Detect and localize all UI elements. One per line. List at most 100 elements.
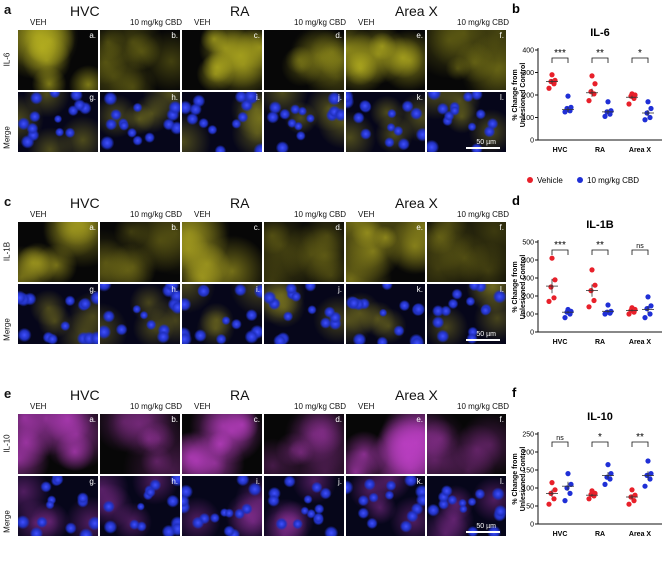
data-point bbox=[589, 73, 595, 79]
data-point bbox=[562, 315, 568, 321]
data-point bbox=[562, 498, 568, 504]
condition-label: 10 mg/kg CBD bbox=[130, 402, 183, 411]
data-point bbox=[588, 89, 594, 95]
micrograph-panel: l. 50 µm bbox=[427, 92, 506, 152]
condition-label: VEH bbox=[358, 210, 375, 219]
data-point bbox=[589, 488, 595, 494]
il6-chart: b IL-6 % Change fromUnlesioned Control 0 100… bbox=[512, 1, 662, 185]
micrograph-panel: c. bbox=[182, 222, 262, 282]
data-point bbox=[592, 282, 598, 288]
data-point bbox=[586, 496, 592, 502]
micrograph-panel: h. bbox=[100, 476, 180, 536]
data-point bbox=[586, 98, 592, 104]
panel-label: a bbox=[4, 2, 12, 17]
data-point bbox=[642, 483, 648, 489]
data-point bbox=[565, 93, 571, 99]
panel-letter: j. bbox=[338, 93, 342, 102]
condition-label: VEH bbox=[194, 210, 211, 219]
significance-label: *** bbox=[554, 48, 566, 59]
data-point bbox=[648, 303, 654, 309]
y-tick-label: 300 bbox=[522, 276, 534, 283]
micrograph-panel: a. bbox=[18, 222, 98, 282]
x-tick-label: Area X bbox=[629, 147, 652, 154]
data-point bbox=[642, 315, 648, 321]
micrograph-panel: k. bbox=[346, 476, 425, 536]
micrograph-panel: k. bbox=[346, 92, 425, 152]
y-axis-label: % Change fromUnlesioned Control bbox=[512, 63, 527, 128]
panel-label: c bbox=[4, 194, 12, 209]
scale-bar-label: 50 µm bbox=[476, 331, 496, 338]
y-axis-label: % Change fromUnlesioned Control bbox=[512, 255, 527, 320]
panel-label: d bbox=[512, 193, 520, 208]
panel-letter: c. bbox=[253, 415, 260, 424]
region-label: HVC bbox=[70, 387, 100, 403]
micrograph-panel: f. bbox=[427, 30, 506, 90]
panel-label: e bbox=[4, 386, 12, 401]
significance-bracket bbox=[631, 441, 649, 447]
micrograph-panel: j. bbox=[264, 92, 344, 152]
panel-letter: i. bbox=[256, 285, 260, 294]
condition-label: VEH bbox=[358, 18, 375, 27]
data-point bbox=[608, 471, 614, 477]
marker-row-label: IL-1B bbox=[2, 241, 12, 262]
panel-letter: b. bbox=[171, 31, 178, 40]
micrograph-panel: e. bbox=[346, 30, 425, 90]
panel-letter: a. bbox=[89, 223, 96, 232]
region-label: RA bbox=[230, 195, 250, 211]
data-point bbox=[645, 458, 651, 464]
micrograph-panel: h. bbox=[100, 284, 180, 344]
micrograph-panel: c. bbox=[182, 30, 262, 90]
panel-letter: b. bbox=[171, 415, 178, 424]
condition-label: 10 mg/kg CBD bbox=[130, 210, 183, 219]
micrograph-panel: h. bbox=[100, 92, 180, 152]
significance-bracket bbox=[631, 57, 649, 63]
panel-letter: j. bbox=[338, 477, 342, 486]
panel-letter: k. bbox=[416, 477, 423, 486]
micrograph-panel: e. bbox=[346, 222, 425, 282]
data-point bbox=[549, 255, 555, 261]
condition-label: VEH bbox=[30, 402, 47, 411]
condition-label: 10 mg/kg CBD bbox=[294, 402, 347, 411]
panel-letter: h. bbox=[171, 477, 178, 486]
micrograph-panel: d. bbox=[264, 30, 344, 90]
panel-letter: a. bbox=[89, 415, 96, 424]
merge-row-label: Merge bbox=[2, 510, 12, 533]
region-label: HVC bbox=[70, 195, 100, 211]
panel-letter: a. bbox=[89, 31, 96, 40]
data-point bbox=[626, 501, 632, 507]
legend-vehicle-label: Vehicle bbox=[537, 176, 563, 185]
condition-label: VEH bbox=[358, 402, 375, 411]
panel-letter: i. bbox=[256, 477, 260, 486]
significance-bracket bbox=[591, 57, 609, 63]
micrograph-panel: j. bbox=[264, 284, 344, 344]
data-point bbox=[648, 105, 654, 112]
data-point bbox=[647, 476, 653, 482]
panel-letter: g. bbox=[89, 477, 96, 486]
micrograph-panel: b. bbox=[100, 414, 180, 474]
data-point bbox=[632, 492, 638, 498]
panel-label: b bbox=[512, 1, 520, 16]
micrograph-panel: f. bbox=[427, 222, 506, 282]
significance-label: ** bbox=[596, 240, 604, 251]
y-tick-label: 150 bbox=[522, 468, 534, 475]
data-point bbox=[629, 487, 635, 493]
data-point bbox=[605, 302, 611, 308]
data-point bbox=[551, 496, 557, 502]
condition-label: 10 mg/kg CBD bbox=[457, 402, 510, 411]
data-point bbox=[631, 498, 637, 504]
panel-letter: l. bbox=[500, 93, 504, 102]
micrograph-panel: e. bbox=[346, 414, 425, 474]
data-point bbox=[648, 471, 654, 477]
x-tick-label: HVC bbox=[553, 531, 568, 538]
condition-label: 10 mg/kg CBD bbox=[457, 210, 510, 219]
panel-letter: d. bbox=[335, 31, 342, 40]
data-point bbox=[549, 480, 555, 486]
micrograph-panel: d. bbox=[264, 222, 344, 282]
micrograph-panel: k. bbox=[346, 284, 425, 344]
data-point bbox=[626, 101, 632, 107]
region-label: RA bbox=[230, 3, 250, 19]
legend-vehicle-marker bbox=[527, 177, 533, 183]
micrograph-panel: a. bbox=[18, 30, 98, 90]
condition-label: VEH bbox=[30, 210, 47, 219]
data-point bbox=[591, 297, 597, 304]
